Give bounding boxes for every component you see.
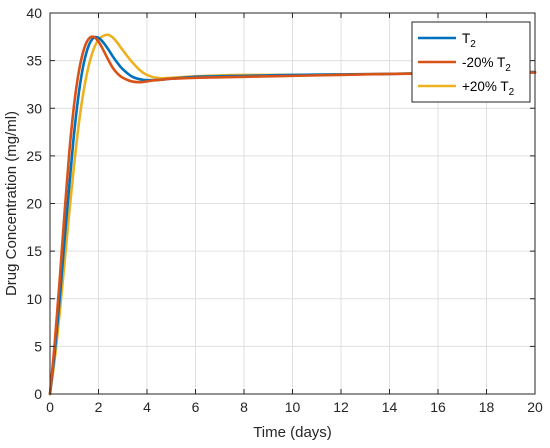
legend-label-subscript: 2 — [505, 63, 511, 74]
y-tick-label: 20 — [26, 196, 42, 212]
legend-label: +20% T2 — [462, 79, 515, 98]
y-tick-label: 15 — [26, 243, 42, 259]
legend-label: T2 — [462, 31, 476, 50]
y-tick-labels: 0 5 10 15 20 25 30 35 40 — [26, 5, 42, 402]
series-layer — [48, 33, 537, 396]
y-tick-label: 35 — [26, 53, 42, 69]
legend-label-main: T — [462, 31, 470, 46]
x-tick-label: 8 — [240, 399, 248, 415]
y-tick-label: 10 — [26, 291, 42, 307]
y-tick-label: 25 — [26, 148, 42, 164]
legend-label: -20% T2 — [462, 55, 511, 74]
y-tick-label: 40 — [26, 5, 42, 21]
x-tick-label: 12 — [333, 399, 349, 415]
x-tick-label: 0 — [46, 399, 54, 415]
legend-label-subscript: 2 — [509, 87, 515, 98]
x-tick-label: 4 — [143, 399, 151, 415]
legend: T2-20% T2+20% T2 — [411, 21, 531, 103]
x-axis-label: Time (days) — [253, 424, 332, 441]
legend-label-main: +20% T — [462, 79, 509, 94]
x-tick-label: 16 — [430, 399, 446, 415]
axis-ticks — [49, 12, 536, 395]
y-tick-label: 5 — [34, 338, 42, 354]
legend-label-main: -20% T — [462, 55, 505, 70]
y-axis-label: Drug Concentration (mg/ml) — [3, 111, 20, 296]
series-line-1 — [48, 35, 537, 396]
x-tick-labels: 0 2 4 6 8 10 12 14 16 18 20 — [46, 399, 543, 415]
x-tick-label: 20 — [527, 399, 543, 415]
y-tick-label: 0 — [34, 386, 42, 402]
x-tick-label: 6 — [192, 399, 200, 415]
x-tick-label: 2 — [95, 399, 103, 415]
legend-label-subscript: 2 — [470, 39, 476, 50]
x-tick-label: 10 — [285, 399, 301, 415]
x-tick-label: 18 — [479, 399, 495, 415]
y-tick-label: 30 — [26, 100, 42, 116]
x-tick-label: 14 — [382, 399, 398, 415]
